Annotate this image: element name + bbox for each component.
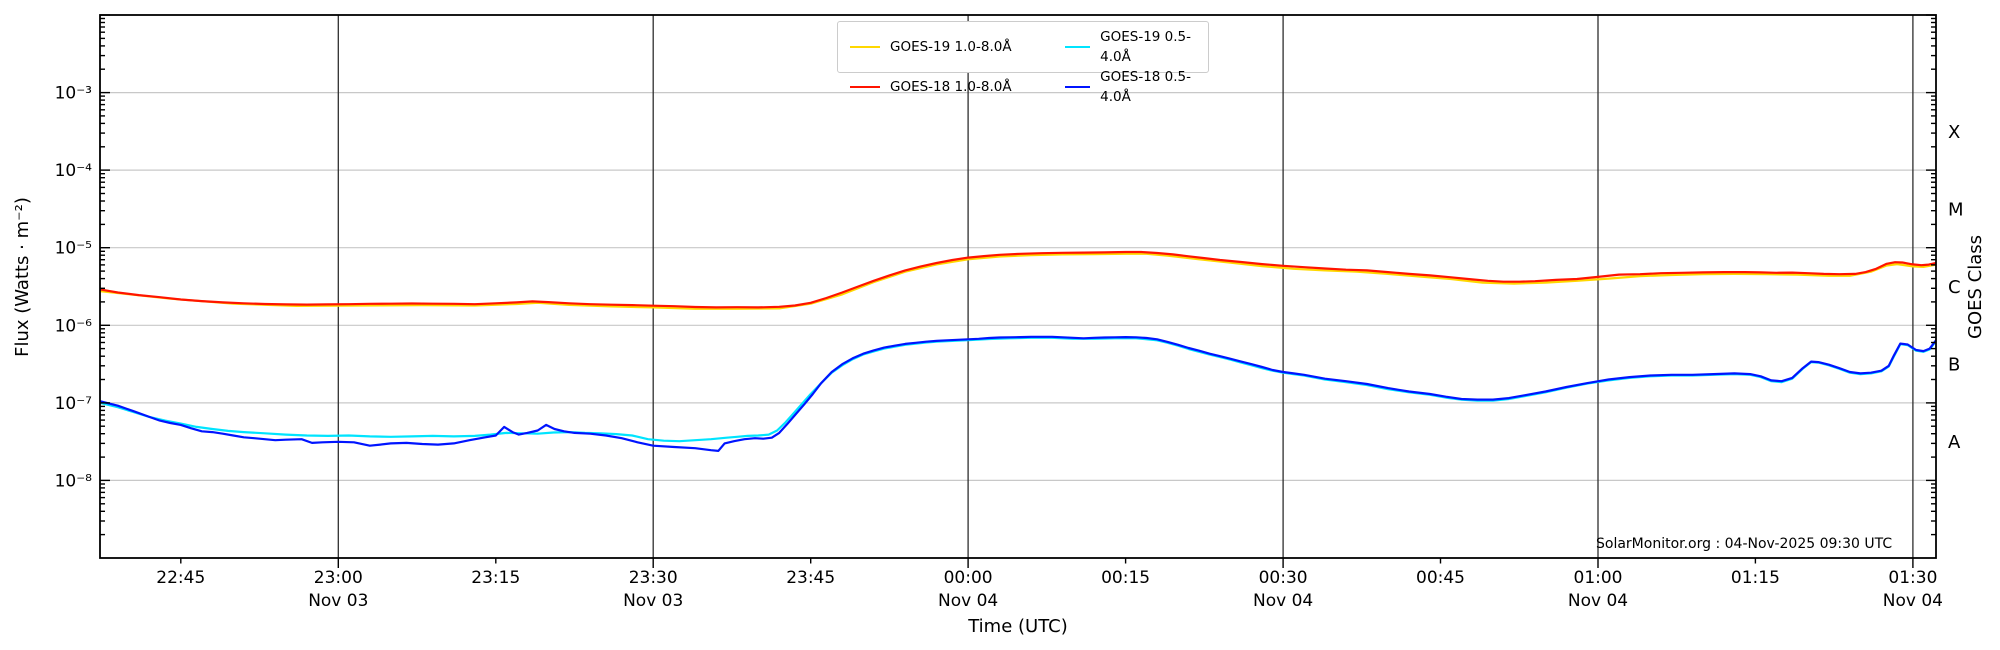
y-tick-label: 10⁻⁴ <box>55 161 93 181</box>
y-tick-label: 10⁻⁷ <box>55 394 93 414</box>
goes-class-letter-A: A <box>1948 432 1961 453</box>
x-tick-date: Nov 03 <box>623 591 683 611</box>
x-tick-time: 22:45 <box>156 568 205 588</box>
x-axis-ticks <box>180 558 1914 568</box>
legend-line-swatch-goes19-short <box>1065 46 1091 48</box>
plot-border <box>99 14 1937 559</box>
legend-line-swatch-goes18-long <box>850 86 880 88</box>
x-tick-date: Nov 04 <box>1568 591 1628 611</box>
legend-line-swatch-goes18-short <box>1065 86 1091 88</box>
series-line-goes18-short <box>100 335 1936 452</box>
x-axis-labels: 22:45 23:00 Nov 03 23:15 23:30 Nov 03 23:45 00:… <box>156 568 1943 611</box>
goes-class-letter-M: M <box>1948 200 1964 221</box>
legend: GOES-19 1.0-8.0Å GOES-19 0.5-4.0Å GOES-18 … <box>837 21 1209 105</box>
legend-label: GOES-18 1.0-8.0Å <box>890 79 1012 95</box>
legend-item-goes19-short: GOES-19 0.5-4.0Å <box>1065 27 1202 67</box>
legend-item-goes18-short: GOES-18 0.5-4.0Å <box>1065 67 1202 107</box>
legend-line-swatch-goes19-long <box>850 46 880 48</box>
y-axis-labels: 10⁻³ 10⁻⁴ 10⁻⁵ 10⁻⁶ 10⁻⁷ 10⁻⁸ <box>55 84 93 492</box>
x-tick-date: Nov 04 <box>938 591 998 611</box>
series-line-goes18-long <box>100 250 1936 309</box>
series-line-goes19-long <box>100 252 1936 310</box>
vertical-gridlines <box>337 15 1914 558</box>
x-tick-date: Nov 04 <box>1883 591 1943 611</box>
right-axis-title: GOES Class <box>1965 235 1986 339</box>
legend-item-goes19-long: GOES-19 1.0-8.0Å <box>850 27 1065 67</box>
x-tick-time: 00:15 <box>1101 568 1150 588</box>
watermark-text: SolarMonitor.org : 04-Nov-2025 09:30 UTC <box>1596 536 1893 552</box>
y-tick-label: 10⁻³ <box>55 84 92 104</box>
goes-class-letter-C: C <box>1948 277 1961 298</box>
legend-label: GOES-19 0.5-4.0Å <box>1100 29 1192 65</box>
y-axis-ticks <box>100 14 1936 536</box>
y-tick-label: 10⁻⁶ <box>55 316 93 336</box>
y-tick-label: 10⁻⁸ <box>55 471 93 491</box>
goes-class-letter-B: B <box>1948 355 1960 376</box>
x-tick-time: 00:00 <box>944 568 993 588</box>
x-tick-date: Nov 03 <box>308 591 368 611</box>
series-lines <box>100 250 1936 452</box>
legend-label: GOES-18 0.5-4.0Å <box>1100 69 1192 105</box>
y-axis-title: Flux (Watts · m⁻²) <box>12 197 33 357</box>
x-tick-date: Nov 04 <box>1253 591 1313 611</box>
x-tick-time: 00:30 <box>1259 568 1308 588</box>
horizontal-gridlines <box>100 91 1936 481</box>
legend-item-goes18-long: GOES-18 1.0-8.0Å <box>850 67 1065 107</box>
goes-class-letters: A B C M X <box>1948 122 1964 453</box>
y-tick-label: 10⁻⁵ <box>55 239 92 259</box>
goes-class-letter-X: X <box>1948 122 1960 143</box>
series-line-goes19-short <box>100 336 1936 443</box>
x-tick-time: 01:30 <box>1888 568 1937 588</box>
legend-label: GOES-19 1.0-8.0Å <box>890 39 1012 55</box>
x-tick-time: 23:15 <box>471 568 520 588</box>
x-tick-time: 23:30 <box>629 568 678 588</box>
x-tick-time: 23:00 <box>314 568 363 588</box>
x-tick-time: 23:45 <box>786 568 835 588</box>
x-axis-title: Time (UTC) <box>967 616 1068 637</box>
x-tick-time: 01:00 <box>1574 568 1623 588</box>
x-tick-time: 01:15 <box>1731 568 1780 588</box>
x-tick-time: 00:45 <box>1416 568 1465 588</box>
